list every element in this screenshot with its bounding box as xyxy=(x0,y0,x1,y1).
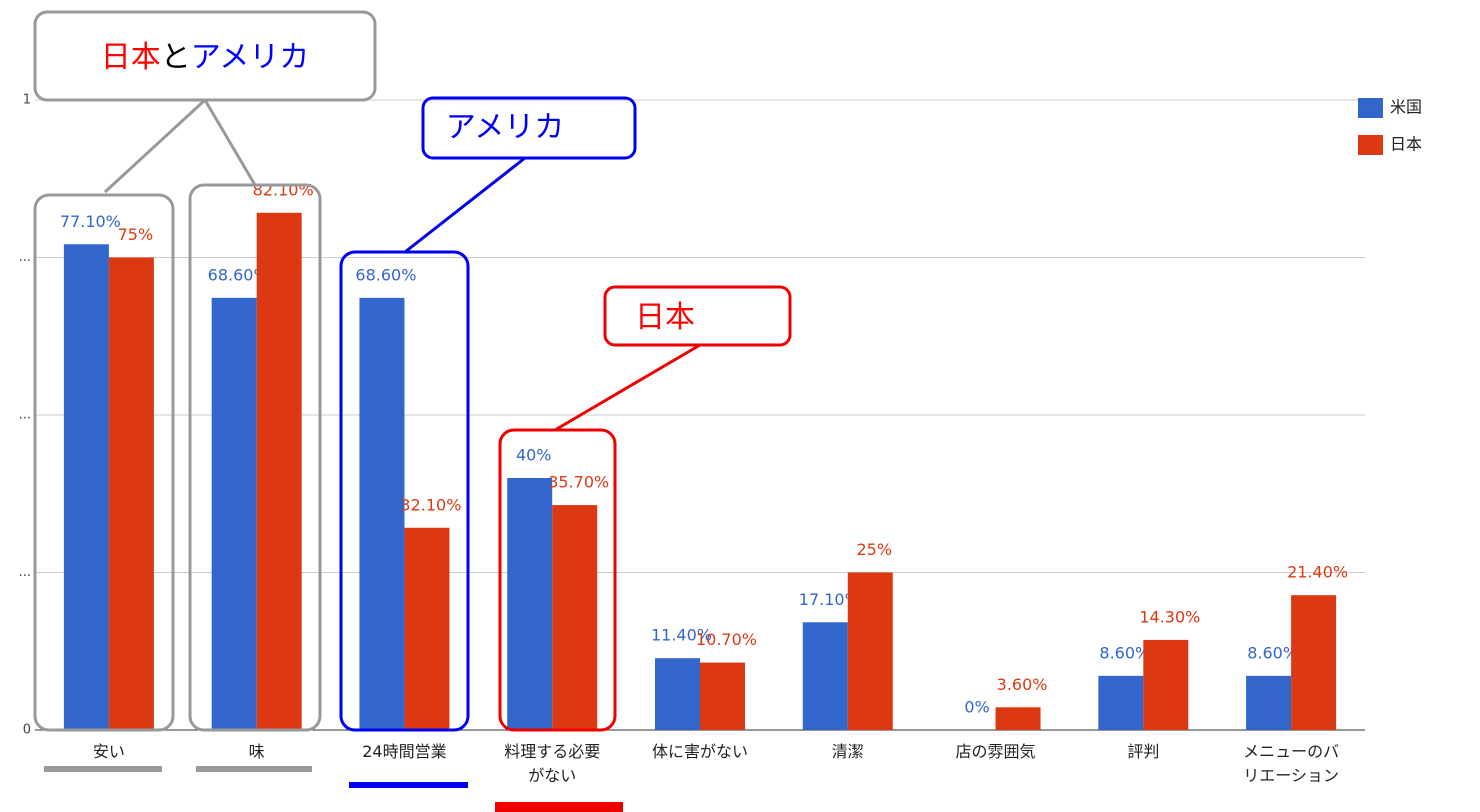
bar xyxy=(359,297,405,730)
y-tick-label: 0 xyxy=(23,723,31,738)
data-label: 8.60% xyxy=(1247,643,1298,662)
data-label: 32.10% xyxy=(400,495,461,514)
data-label: 10.70% xyxy=(696,630,757,649)
legend-swatch xyxy=(1358,135,1383,155)
callout-line xyxy=(103,98,207,194)
data-label: 17.10% xyxy=(799,590,860,609)
plot: 0......... 1 77.10%75% 68.60% 82.10% 68.60% 32… xyxy=(19,93,1422,738)
data-label: 3.60% xyxy=(997,675,1048,694)
bar xyxy=(256,212,302,730)
callout-text: アメリカ xyxy=(446,110,565,145)
bar xyxy=(211,297,257,730)
callout-line xyxy=(203,99,257,186)
underline xyxy=(44,766,162,772)
y-tick-label: ... xyxy=(19,408,31,423)
callout-line xyxy=(404,156,526,254)
data-label: 8.60% xyxy=(1099,643,1150,662)
data-label: 75% xyxy=(118,225,154,244)
callout-text: 日本 xyxy=(635,300,695,335)
x-tick-label: 安い xyxy=(92,742,125,761)
callout-text-part: アメリカ xyxy=(191,40,310,75)
bar xyxy=(802,622,848,730)
bar xyxy=(404,527,450,730)
highlight-box xyxy=(188,183,322,732)
legend-label: 日本 xyxy=(1390,135,1422,154)
x-tick-label: 24時間営業 xyxy=(362,742,447,761)
bar xyxy=(655,658,700,730)
x-tick-label: 料理する必要がない xyxy=(504,742,601,785)
callout-line xyxy=(554,343,701,432)
callouts xyxy=(33,10,792,732)
data-label: 14.30% xyxy=(1139,607,1200,626)
highlight-box xyxy=(33,193,175,732)
bar xyxy=(507,478,553,730)
data-label: 11.40% xyxy=(651,626,712,645)
data-label: 35.70% xyxy=(548,473,609,492)
bar xyxy=(63,244,109,730)
highlight-box xyxy=(339,250,470,732)
x-tick-label: 味 xyxy=(248,742,265,761)
bar xyxy=(995,707,1041,730)
underline xyxy=(349,782,468,788)
callout-text-part: と xyxy=(161,40,191,75)
callout-text-part: 日本 xyxy=(635,300,695,335)
data-label: 40% xyxy=(516,446,552,465)
bar xyxy=(1098,675,1144,730)
data-label: 0% xyxy=(964,698,989,717)
y-tick-label: 1 xyxy=(23,93,31,108)
data-label: 68.60% xyxy=(355,265,416,284)
data-label: 82.10% xyxy=(253,180,314,199)
callout-box xyxy=(421,96,637,160)
underline xyxy=(495,802,623,812)
highlight-box xyxy=(498,428,617,732)
x-tick-label: メニューのバリエーション xyxy=(1243,742,1340,785)
callout-text: 日本とアメリカ xyxy=(101,40,310,75)
callout-text-part: アメリカ xyxy=(446,110,565,145)
data-label: 68.60% xyxy=(208,265,269,284)
underline xyxy=(196,766,312,772)
bar xyxy=(552,505,598,730)
data-label: 21.40% xyxy=(1287,563,1348,582)
bar xyxy=(1246,675,1292,730)
x-tick-label: 体に害がない xyxy=(651,742,748,761)
legend-label: 米国 xyxy=(1390,98,1422,117)
y-tick-label: ... xyxy=(19,565,31,580)
x-tick-label: 清潔 xyxy=(831,742,864,761)
bar xyxy=(847,572,893,730)
callout-box xyxy=(603,285,792,347)
bar xyxy=(1291,595,1337,730)
bar xyxy=(1143,639,1189,730)
bar xyxy=(108,257,154,730)
data-label: 25% xyxy=(856,540,892,559)
y-tick-label: ... xyxy=(19,250,31,265)
data-label: 77.10% xyxy=(60,212,121,231)
x-tick-label: 店の雰囲気 xyxy=(955,742,1036,761)
callout-text-part: 日本 xyxy=(101,40,161,75)
bar xyxy=(700,662,745,730)
x-tick-label: 評判 xyxy=(1127,742,1160,761)
legend-swatch xyxy=(1358,98,1383,118)
